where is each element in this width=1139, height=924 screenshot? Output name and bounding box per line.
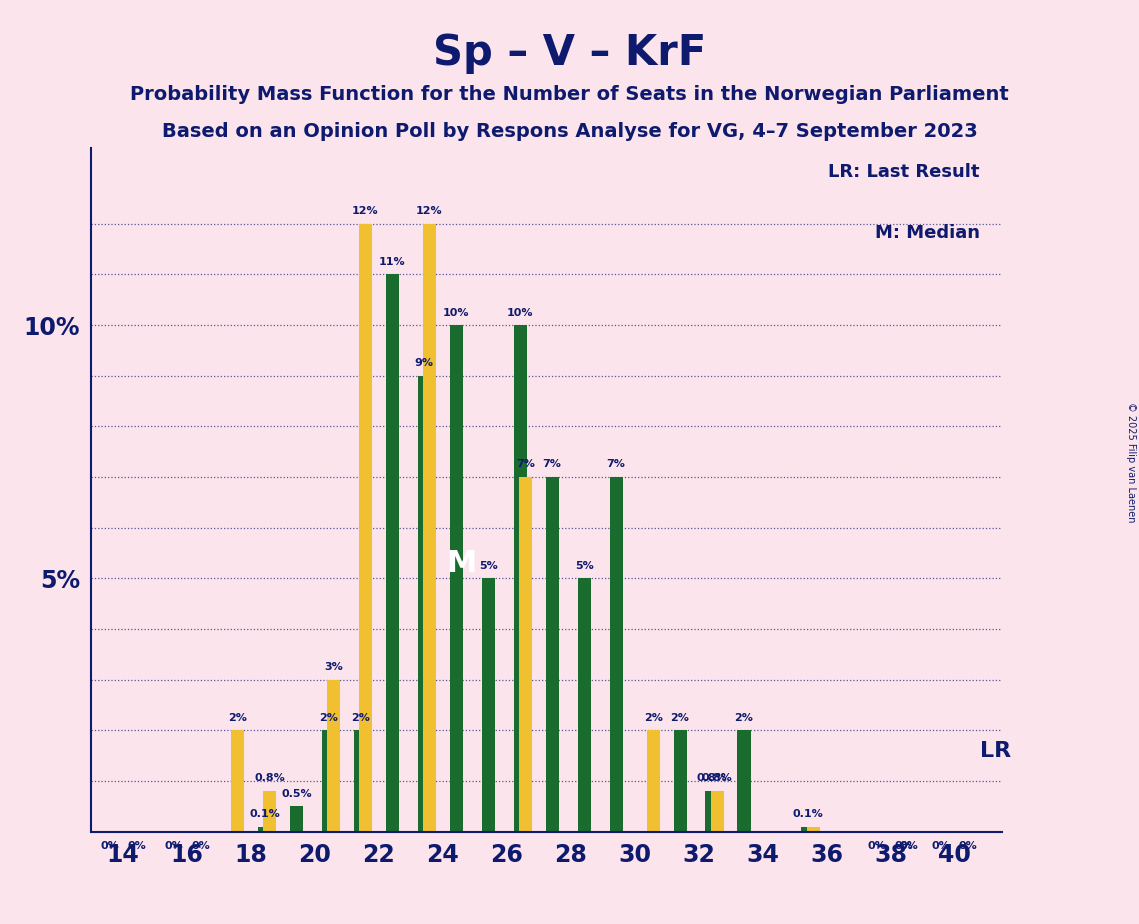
Bar (577, 578, 591, 832)
Text: 2%: 2% (644, 712, 663, 723)
Text: 7%: 7% (607, 459, 625, 469)
Bar (806, 827, 820, 832)
Bar (418, 376, 431, 832)
Text: Based on an Opinion Poll by Respons Analyse for VG, 4–7 September 2023: Based on an Opinion Poll by Respons Anal… (162, 122, 977, 141)
Bar (711, 791, 723, 832)
Text: 0%: 0% (932, 841, 950, 851)
Text: 0%: 0% (191, 841, 210, 851)
Text: 0%: 0% (868, 841, 886, 851)
Text: 0.8%: 0.8% (697, 773, 728, 784)
Bar (647, 730, 659, 832)
Text: 0.8%: 0.8% (254, 773, 285, 784)
Text: Sp – V – KrF: Sp – V – KrF (433, 32, 706, 74)
Text: 2%: 2% (351, 712, 370, 723)
Text: 0%: 0% (164, 841, 183, 851)
Bar (450, 325, 462, 832)
Text: 0%: 0% (128, 841, 146, 851)
Bar (546, 477, 558, 832)
Text: 5%: 5% (575, 561, 593, 571)
Bar (322, 730, 335, 832)
Text: 0%: 0% (894, 841, 913, 851)
Bar (423, 224, 436, 832)
Text: LR: Last Result: LR: Last Result (828, 163, 980, 181)
Text: 0.1%: 0.1% (793, 808, 823, 819)
Text: 10%: 10% (443, 308, 469, 318)
Bar (289, 807, 303, 832)
Text: 2%: 2% (228, 712, 247, 723)
Bar (386, 274, 399, 832)
Bar (514, 325, 526, 832)
Text: M: M (446, 549, 476, 578)
Text: 11%: 11% (379, 257, 405, 267)
Bar (327, 680, 339, 832)
Text: 0%: 0% (100, 841, 120, 851)
Text: M: Median: M: Median (875, 224, 980, 242)
Text: 10%: 10% (507, 308, 533, 318)
Text: 2%: 2% (735, 712, 753, 723)
Bar (705, 791, 719, 832)
Bar (354, 730, 367, 832)
Text: 0%: 0% (900, 841, 918, 851)
Text: 9%: 9% (415, 359, 434, 368)
Text: 12%: 12% (416, 206, 443, 216)
Text: © 2025 Filip van Laenen: © 2025 Filip van Laenen (1126, 402, 1136, 522)
Text: 2%: 2% (319, 712, 338, 723)
Text: 2%: 2% (671, 712, 689, 723)
Text: 0%: 0% (958, 841, 977, 851)
Text: 3%: 3% (325, 663, 343, 672)
Text: 5%: 5% (478, 561, 498, 571)
Text: LR: LR (980, 740, 1011, 760)
Bar (257, 827, 271, 832)
Text: 0.8%: 0.8% (702, 773, 732, 784)
Bar (737, 730, 751, 832)
Text: 12%: 12% (352, 206, 379, 216)
Bar (802, 827, 814, 832)
Bar (263, 791, 276, 832)
Bar (609, 477, 623, 832)
Bar (673, 730, 687, 832)
Text: 0.5%: 0.5% (281, 789, 312, 798)
Text: 7%: 7% (516, 459, 534, 469)
Bar (518, 477, 532, 832)
Bar (359, 224, 372, 832)
Text: 7%: 7% (542, 459, 562, 469)
Bar (482, 578, 494, 832)
Text: 0.1%: 0.1% (249, 808, 280, 819)
Text: Probability Mass Function for the Number of Seats in the Norwegian Parliament: Probability Mass Function for the Number… (130, 85, 1009, 104)
Bar (231, 730, 244, 832)
